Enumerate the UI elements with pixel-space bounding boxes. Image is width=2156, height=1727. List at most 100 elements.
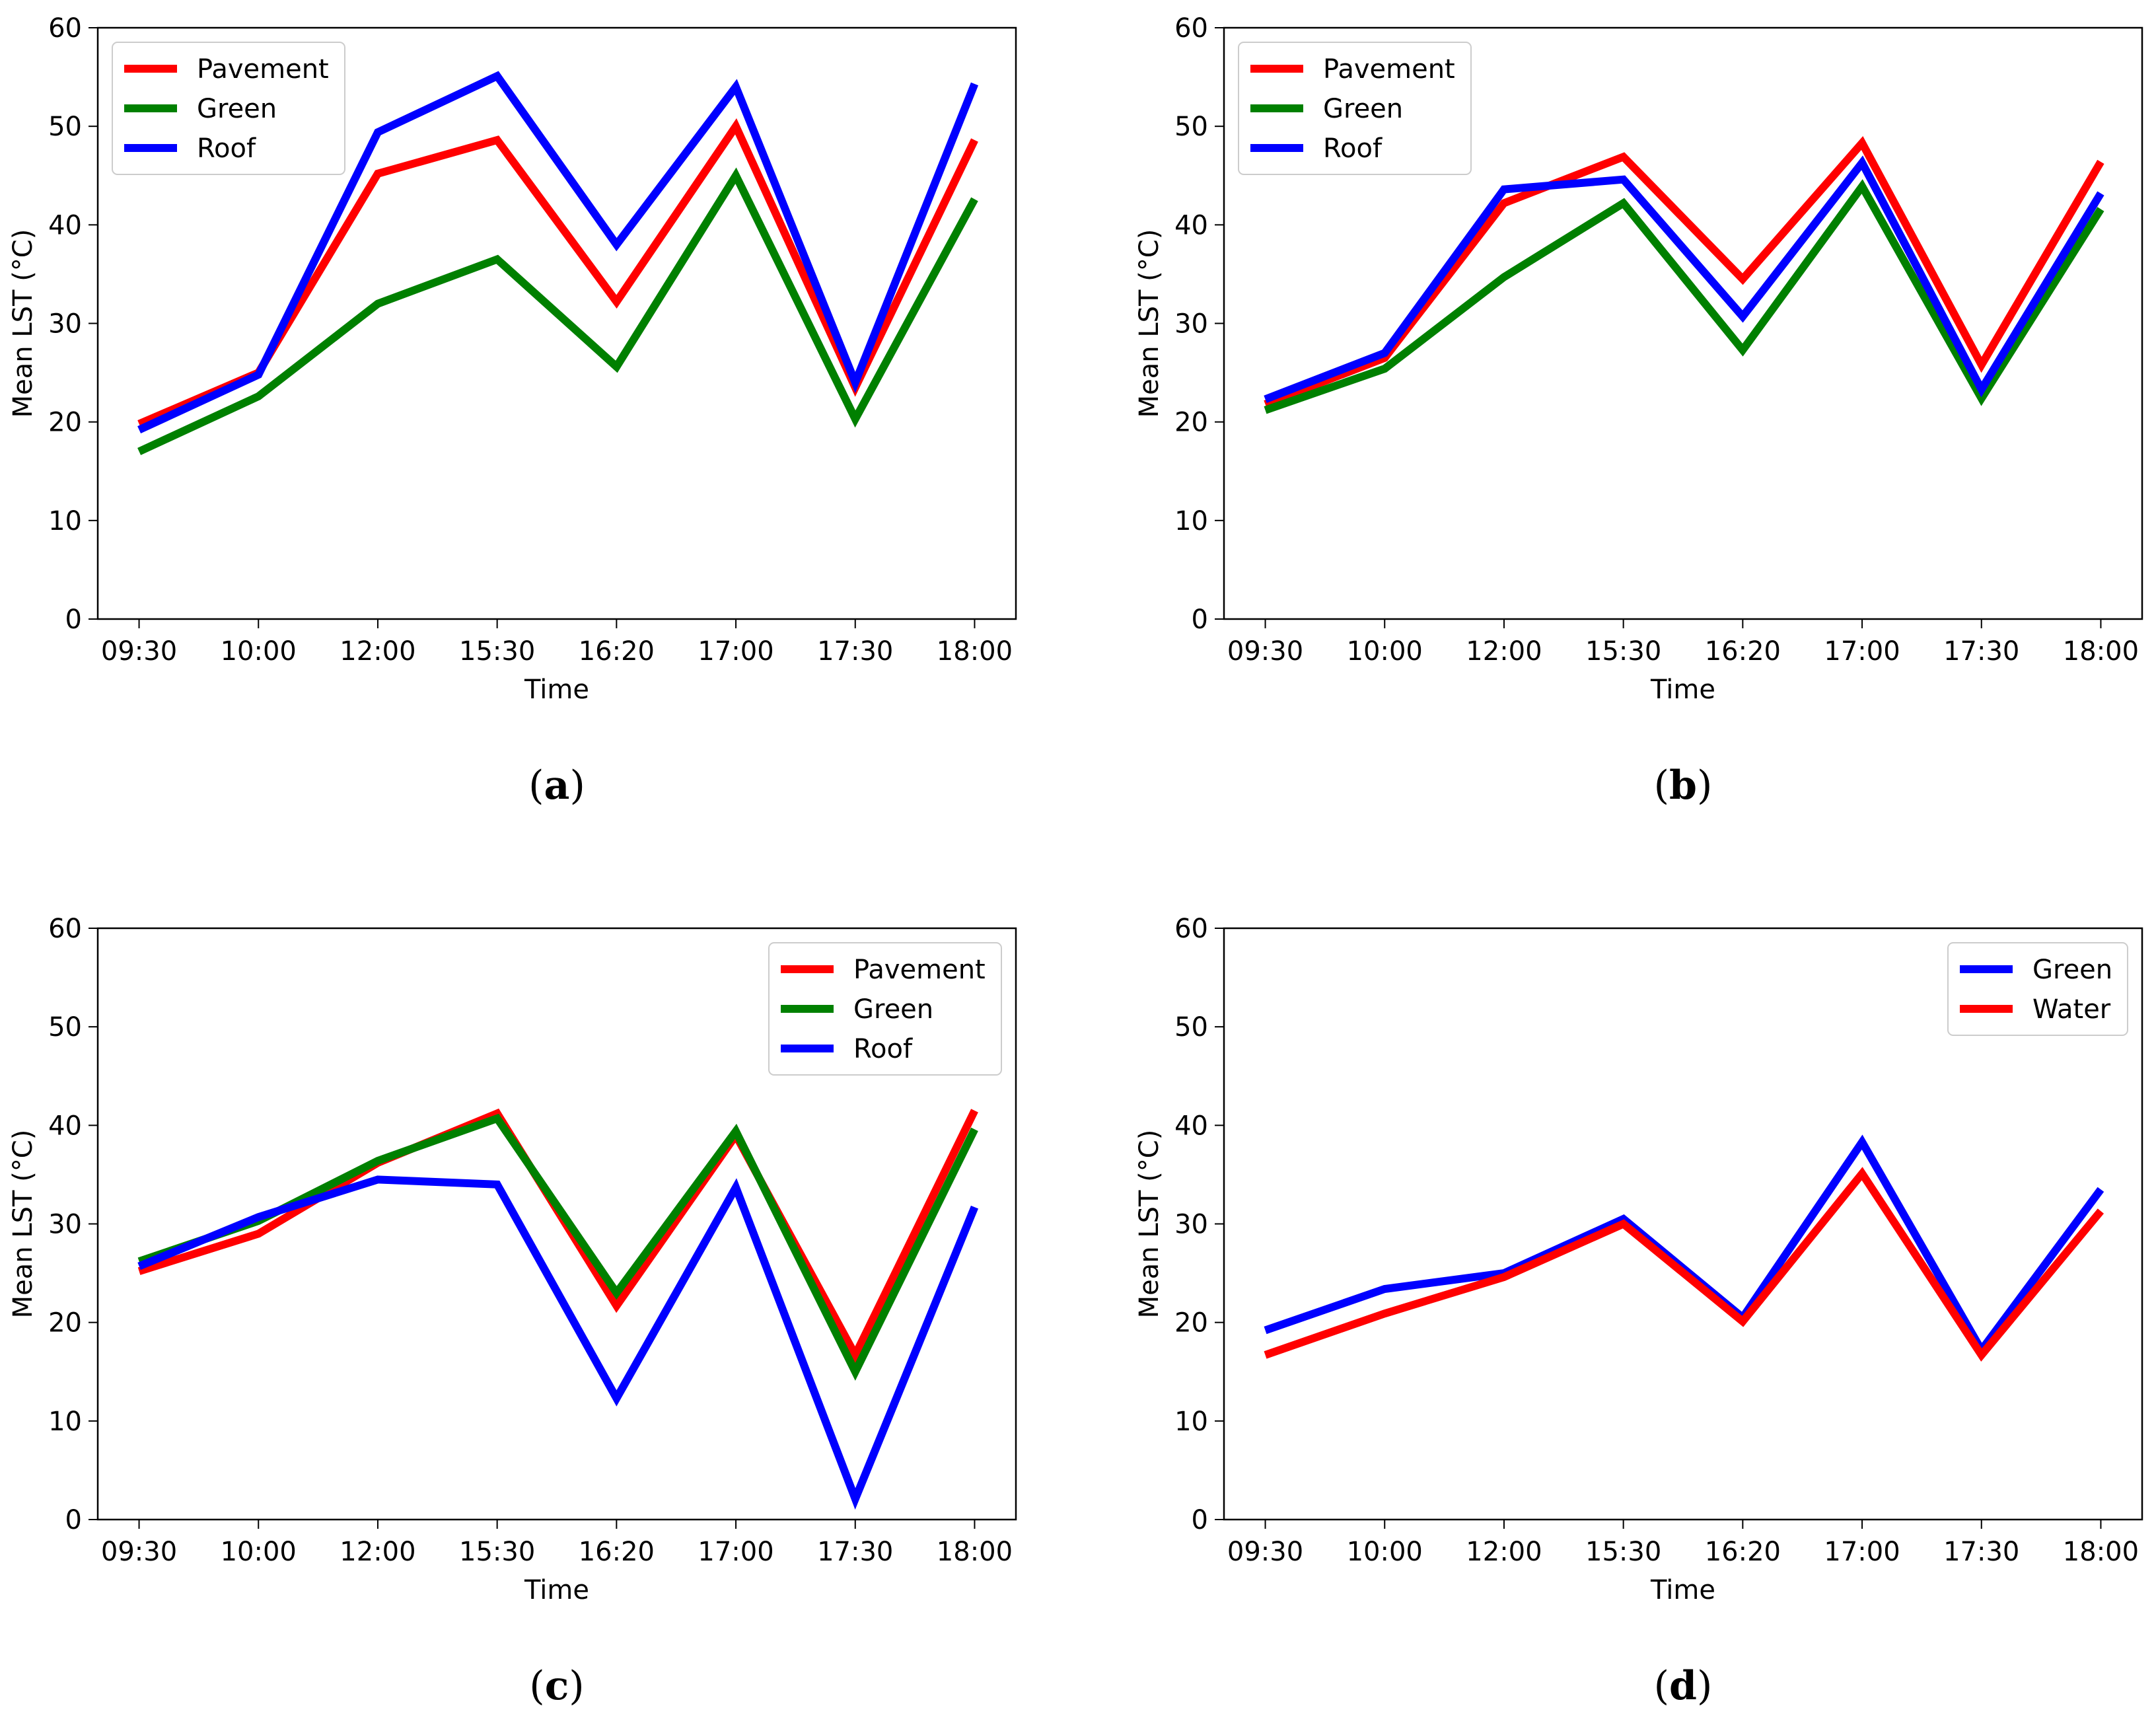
y-tick-label: 30 — [1174, 309, 1208, 340]
legend-box — [1238, 42, 1472, 175]
y-tick-label: 40 — [48, 1111, 82, 1141]
legend: Green Water — [1947, 942, 2128, 1036]
legend-label-pavement: Pavement — [197, 54, 329, 85]
x-tick-label: 18:00 — [2063, 636, 2139, 667]
legend-box — [768, 942, 1002, 1076]
y-tick-label: 30 — [1174, 1210, 1208, 1240]
x-tick-label: 10:00 — [221, 636, 297, 667]
legend-label-roof: Roof — [197, 133, 256, 164]
y-tick-label: 10 — [1174, 1407, 1208, 1437]
series-line-roof — [137, 1175, 979, 1510]
y-tick-label: 0 — [65, 605, 82, 635]
legend-label-green: Green — [853, 994, 933, 1025]
x-axis-title: Time — [1650, 1575, 1715, 1605]
series-line-water — [1264, 1167, 2104, 1362]
x-tick-label: 12:00 — [340, 1537, 415, 1567]
y-tick-label: 50 — [1174, 112, 1208, 142]
legend-label-pavement: Pavement — [1323, 54, 1455, 85]
legend-label-pavement: Pavement — [853, 955, 986, 985]
y-tick-label: 10 — [48, 506, 82, 536]
panel-label-letter: d — [1669, 1663, 1697, 1709]
y-tick-label: 20 — [1174, 408, 1208, 438]
legend: Pavement Green Roof — [112, 42, 345, 175]
y-tick-label: 40 — [48, 210, 82, 240]
y-tick-label: 60 — [1174, 13, 1208, 44]
y-tick-label: 10 — [1174, 506, 1208, 536]
y-tick-label: 0 — [1192, 1505, 1208, 1535]
x-tick-label: 16:20 — [579, 1537, 655, 1567]
y-tick-label: 20 — [48, 408, 82, 438]
series-line-roof — [137, 71, 979, 434]
legend-label-roof: Roof — [853, 1034, 913, 1064]
legend-label-green: Green — [2032, 955, 2112, 985]
y-tick-label: 50 — [48, 1012, 82, 1043]
x-axis-title: Time — [524, 675, 589, 705]
series-line-green — [1264, 1134, 2104, 1358]
x-tick-label: 17:30 — [1943, 636, 2019, 667]
panel-label: (b) — [1654, 762, 1713, 809]
y-axis-title: Mean LST (°C) — [8, 229, 38, 418]
x-tick-label: 17:00 — [1824, 1537, 1900, 1567]
y-tick-label: 60 — [1174, 914, 1208, 944]
legend-label-water: Water — [2032, 994, 2111, 1025]
x-tick-label: 09:30 — [101, 1537, 177, 1567]
x-tick-label: 18:00 — [937, 636, 1013, 667]
plot-frame — [1223, 927, 2143, 1521]
x-tick-label: 17:00 — [698, 1537, 773, 1567]
y-tick-label: 40 — [1174, 1111, 1208, 1141]
x-tick-label: 09:30 — [1227, 1537, 1303, 1567]
panel-label-letter: b — [1669, 762, 1697, 809]
x-tick-label: 15:30 — [459, 636, 535, 667]
y-tick-label: 60 — [48, 914, 82, 944]
x-tick-label: 12:00 — [340, 636, 415, 667]
series-line-green — [137, 167, 978, 455]
y-tick-label: 60 — [48, 13, 82, 44]
x-tick-label: 12:00 — [1466, 1537, 1542, 1567]
panel-label-letter: a — [544, 762, 570, 809]
x-tick-label: 16:20 — [1705, 636, 1781, 667]
y-axis-title: Mean LST (°C) — [1134, 229, 1165, 418]
chart-panel-a: 0 10 20 30 40 50 60 09:30 10:00 12:00 15:30 16:20 17… — [8, 13, 1017, 809]
series-line-green — [1264, 179, 2104, 414]
x-tick-label: 17:30 — [1943, 1537, 2019, 1567]
x-tick-label: 16:20 — [579, 636, 655, 667]
y-tick-label: 30 — [48, 309, 82, 340]
y-tick-label: 20 — [1174, 1308, 1208, 1339]
legend-label-green: Green — [1323, 94, 1403, 124]
series-line-roof — [1264, 155, 2104, 403]
series-line-green — [137, 1113, 978, 1381]
panel-label: (a) — [528, 762, 585, 809]
x-tick-label: 12:00 — [1466, 636, 1542, 667]
x-tick-label: 17:00 — [698, 636, 773, 667]
y-tick-label: 50 — [48, 112, 82, 142]
y-tick-label: 20 — [48, 1308, 82, 1339]
x-tick-label: 10:00 — [1347, 1537, 1423, 1567]
plot-frame — [1223, 26, 2143, 620]
chart-panel-b: 0 10 20 30 40 50 60 09:30 10:00 12:00 15:30 16:20 17… — [1134, 13, 2143, 809]
x-tick-label: 10:00 — [1347, 636, 1423, 667]
x-tick-label: 15:30 — [459, 1537, 535, 1567]
panel-label: (c) — [529, 1663, 584, 1709]
x-tick-label: 09:30 — [101, 636, 177, 667]
x-tick-label: 18:00 — [937, 1537, 1013, 1567]
x-tick-label: 15:30 — [1585, 636, 1661, 667]
x-tick-label: 18:00 — [2063, 1537, 2139, 1567]
x-axis-title: Time — [1650, 675, 1715, 705]
y-tick-label: 50 — [1174, 1012, 1208, 1043]
plot-frame — [96, 927, 1017, 1521]
y-tick-label: 30 — [48, 1210, 82, 1240]
y-tick-label: 0 — [1192, 605, 1208, 635]
x-tick-label: 17:00 — [1824, 636, 1900, 667]
legend: Pavement Green Roof — [1238, 42, 1472, 175]
panel-label: (d) — [1654, 1663, 1713, 1709]
legend-box — [112, 42, 345, 175]
legend-label-green: Green — [197, 94, 277, 124]
plot-frame — [96, 26, 1017, 620]
chart-panel-d: 0 10 20 30 40 50 60 09:30 10:00 12:00 15:30 16:20 17… — [1134, 914, 2143, 1709]
x-tick-label: 09:30 — [1227, 636, 1303, 667]
y-axis-title: Mean LST (°C) — [8, 1130, 38, 1319]
chart-panel-c: 0 10 20 30 40 50 60 09:30 10:00 12:00 15:30 16:20 17… — [8, 914, 1017, 1709]
y-axis-title: Mean LST (°C) — [1134, 1130, 1165, 1319]
series-line-pavement — [137, 1108, 978, 1364]
